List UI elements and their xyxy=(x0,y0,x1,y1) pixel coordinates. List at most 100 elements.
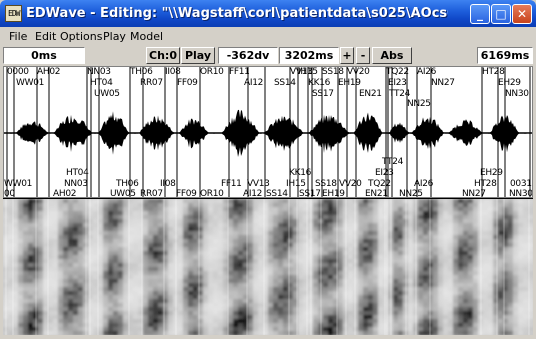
segment-top-label[interactable]: VV20 xyxy=(347,67,370,77)
segment-top-label[interactable]: TT24 xyxy=(389,89,411,99)
play-button[interactable]: Play xyxy=(181,47,215,64)
segment-bottom-label[interactable]: FF11 xyxy=(221,179,242,189)
spectrogram-cell xyxy=(223,315,229,320)
abs-button[interactable]: Abs xyxy=(372,47,412,64)
segment-bottom-label[interactable]: VV13 xyxy=(247,179,270,189)
segment-top-label[interactable]: AI26 xyxy=(417,67,437,77)
segment-bottom-label[interactable]: SS14 xyxy=(266,189,288,198)
segment-bottom-label[interactable]: VV20 xyxy=(339,179,362,189)
spectrogram-cell xyxy=(328,227,334,232)
menu-options[interactable]: Options xyxy=(60,30,103,43)
segment-bottom-label[interactable]: AI12 xyxy=(243,189,263,198)
segment-top-label[interactable]: II08 xyxy=(165,67,181,77)
segment-top-label[interactable]: SS17 xyxy=(312,89,334,99)
segment-top-label[interactable]: NN25 xyxy=(407,99,431,109)
segment-bottom-label[interactable]: WW01 xyxy=(4,179,33,189)
segment-bottom-label[interactable]: RR07 xyxy=(140,189,163,198)
menu-play[interactable]: Play xyxy=(103,30,126,43)
segment-bottom-label[interactable]: SS17 xyxy=(299,189,321,198)
menu-file[interactable]: File xyxy=(9,30,28,43)
segment-top-label[interactable]: NN03 xyxy=(87,67,111,77)
close-button[interactable]: ✕ xyxy=(512,4,532,24)
segment-bottom-label[interactable]: EI23 xyxy=(375,168,394,178)
segment-top-label[interactable]: SS14 xyxy=(274,78,296,88)
zoom-out-button[interactable]: - xyxy=(356,47,370,64)
spectrogram-cell xyxy=(188,211,194,216)
spectrogram-canvas[interactable] xyxy=(3,199,533,335)
segment-bottom-label[interactable]: UW05 xyxy=(110,189,136,198)
segment-top-label[interactable]: TH06 xyxy=(130,67,153,77)
segment-top-label[interactable]: EN21 xyxy=(359,89,382,99)
segment-top-label[interactable]: VV13 xyxy=(290,67,313,77)
segment-top-label[interactable]: AI12 xyxy=(244,78,264,88)
waveform-canvas[interactable] xyxy=(4,67,533,198)
segment-top-label[interactable]: EI23 xyxy=(388,78,407,88)
segment-top-label[interactable]: EH29 xyxy=(498,78,521,88)
spectrogram-cell xyxy=(358,219,364,224)
spectrogram-cell xyxy=(8,203,14,208)
segment-top-label[interactable]: UW05 xyxy=(94,89,120,99)
spectrogram-cell xyxy=(238,303,244,308)
segment-bottom-label[interactable]: HT04 xyxy=(66,168,89,178)
segment-top-label[interactable]: FF11 xyxy=(229,67,250,77)
segment-bottom-label[interactable]: AH02 xyxy=(53,189,77,198)
channel-button[interactable]: Ch:0 xyxy=(146,47,180,64)
segment-top-label[interactable]: NN30 xyxy=(505,89,529,99)
title-bar[interactable]: EDW EDWave - Editing: "\\Wagstaff\corl\p… xyxy=(0,0,536,27)
segment-top-label[interactable]: EH19 xyxy=(338,78,361,88)
segment-bottom-label[interactable]: NN03 xyxy=(64,179,88,189)
spectrogram-cell xyxy=(73,247,79,252)
edwave-app-icon[interactable]: EDW xyxy=(5,5,22,22)
spectrogram-cell xyxy=(53,327,59,332)
spectrogram-cell xyxy=(423,283,429,288)
segment-top-label[interactable]: 0000 xyxy=(7,67,29,77)
segment-top-label[interactable]: WW01 xyxy=(16,78,45,88)
minimize-button[interactable]: _ xyxy=(470,4,490,24)
segment-bottom-label[interactable]: OR10 xyxy=(200,189,224,198)
spectrogram-cell xyxy=(268,215,274,220)
spectrogram-cell xyxy=(103,215,109,220)
segment-top-label[interactable]: OR10 xyxy=(200,67,224,77)
segment-top-label[interactable]: HT04 xyxy=(90,78,113,88)
segment-bottom-label[interactable]: TQ22 xyxy=(368,179,391,189)
segment-bottom-label[interactable]: TH06 xyxy=(116,179,139,189)
spectrogram-cell xyxy=(443,287,449,292)
zoom-in-button[interactable]: + xyxy=(340,47,354,64)
segment-top-label[interactable]: IH15 xyxy=(298,67,318,77)
segment-top-label[interactable]: SS18 xyxy=(322,67,344,77)
segment-top-label[interactable]: AH02 xyxy=(37,67,61,77)
segment-bottom-label[interactable]: TT24 xyxy=(382,157,404,167)
segment-bottom-label[interactable]: NN27 xyxy=(462,189,486,198)
menu-model[interactable]: Model xyxy=(130,30,164,43)
segment-bottom-label[interactable]: AI26 xyxy=(414,179,434,189)
segment-bottom-label[interactable]: SS18 xyxy=(315,179,337,189)
spectrogram-cell xyxy=(88,263,94,268)
spectrogram-panel[interactable] xyxy=(3,199,533,335)
segment-bottom-label[interactable]: HT28 xyxy=(474,179,497,189)
segment-bottom-label[interactable]: KK16 xyxy=(289,168,312,178)
segment-bottom-label[interactable]: 00 xyxy=(4,189,15,198)
segment-top-label[interactable]: KK16 xyxy=(308,78,331,88)
segment-bottom-label[interactable]: NN30 xyxy=(509,189,533,198)
segment-top-label[interactable]: TQ22 xyxy=(386,67,409,77)
segment-bottom-label[interactable]: IH15 xyxy=(286,179,306,189)
segment-bottom-label[interactable]: NN25 xyxy=(399,189,423,198)
waveform-panel[interactable]: 0000 AH02 WW01 NN03 HT04 UW05 TH06 RR07 II08 FF09… xyxy=(3,66,533,198)
maximize-button[interactable]: □ xyxy=(491,4,511,24)
segment-bottom-label[interactable]: EH19 xyxy=(322,189,345,198)
spectrogram-cell xyxy=(153,291,159,296)
segment-top-label[interactable]: RR07 xyxy=(140,78,163,88)
spectrogram-cell xyxy=(13,251,19,256)
segment-bottom-label[interactable]: FF09 xyxy=(176,189,197,198)
segment-bottom-label[interactable]: EH29 xyxy=(480,168,503,178)
segment-bottom-label[interactable]: II08 xyxy=(160,179,176,189)
segment-top-label[interactable]: HT28 xyxy=(482,67,505,77)
segment-bottom-label[interactable]: 0031 xyxy=(510,179,532,189)
menu-edit[interactable]: Edit xyxy=(35,30,57,43)
segment-bottom-label[interactable]: EN21 xyxy=(365,189,388,198)
spectrogram-cell xyxy=(418,199,424,204)
segment-top-label[interactable]: NN27 xyxy=(431,78,455,88)
spectrogram-cell xyxy=(98,295,104,300)
spectrogram-cell xyxy=(323,295,329,300)
segment-top-label[interactable]: FF09 xyxy=(177,78,198,88)
